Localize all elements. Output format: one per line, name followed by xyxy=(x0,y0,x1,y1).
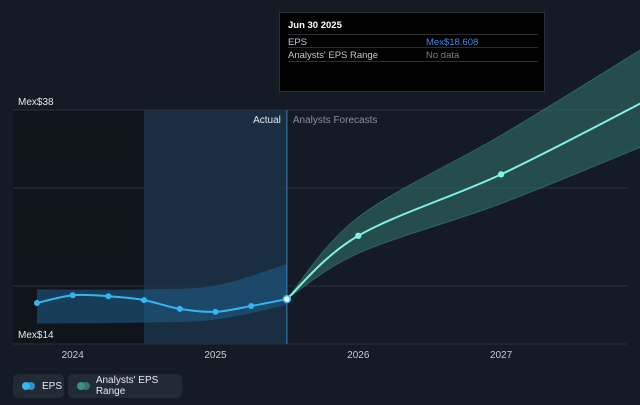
eps-forecast-line xyxy=(286,102,640,300)
tooltip-date: Jun 30 2025 xyxy=(288,20,342,31)
x-tick-label: 2026 xyxy=(347,350,370,361)
eps-point xyxy=(105,293,112,300)
eps-point xyxy=(176,305,183,312)
eps-point xyxy=(282,294,292,304)
tooltip-range-value: No data xyxy=(426,50,460,61)
x-tick-label: 2025 xyxy=(204,350,227,361)
legend-analysts-range-toggle[interactable]: Analysts' EPS Range xyxy=(68,374,182,398)
range-dots-icon xyxy=(77,382,90,390)
hover-tooltip: Jun 30 2025 EPS Mex$18.608 Analysts' EPS… xyxy=(279,12,545,92)
eps-point xyxy=(141,297,148,304)
eps-point xyxy=(34,300,40,307)
forecast-zone-label: Analysts Forecasts xyxy=(293,115,377,126)
actual-eps-range-band xyxy=(37,264,287,324)
y-axis-top-label: Mex$38 xyxy=(18,97,54,108)
tooltip-range-label: Analysts' EPS Range xyxy=(288,50,378,61)
eps-dots-icon xyxy=(22,382,35,390)
eps-point xyxy=(69,292,76,299)
x-tick-label: 2027 xyxy=(490,350,513,361)
legend-range-label: Analysts' EPS Range xyxy=(95,375,159,397)
x-tick-label: 2024 xyxy=(62,350,85,361)
eps-point xyxy=(248,302,255,309)
analysts-eps-range-band xyxy=(286,49,640,300)
y-axis-bottom-label: Mex$14 xyxy=(18,330,54,341)
tooltip-eps-label: EPS xyxy=(288,37,308,48)
eps-point xyxy=(212,308,219,315)
eps-forecast-point xyxy=(497,171,505,178)
legend-eps-label: EPS xyxy=(42,380,63,392)
tooltip-row-range: Analysts' EPS Range No data xyxy=(288,47,538,62)
tooltip-eps-value: Mex$18.608 xyxy=(426,37,479,48)
legend-eps-toggle[interactable]: EPS xyxy=(13,374,64,398)
eps-forecast-point xyxy=(355,232,362,239)
tooltip-row-eps: EPS Mex$18.608 xyxy=(288,34,538,48)
actual-zone-label: Actual xyxy=(253,115,281,126)
